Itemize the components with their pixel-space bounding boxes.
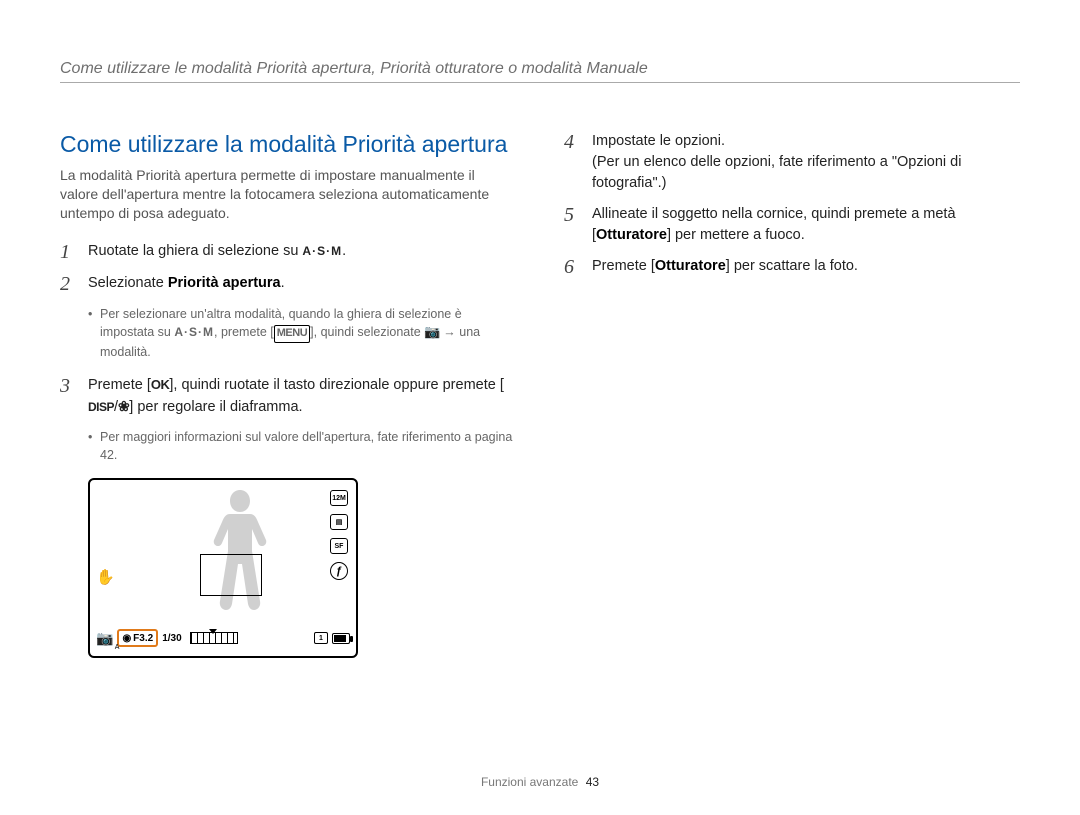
step-body: Premete [OK], quindi ruotate il tasto di… — [88, 375, 516, 418]
step-number: 5 — [564, 204, 582, 226]
mode-dial-asm-icon: A·S·M — [174, 324, 214, 341]
footer-page-number: 43 — [586, 775, 599, 789]
bold-term: Otturatore — [655, 258, 726, 274]
two-column-layout: Come utilizzare la modalità Priorità ape… — [60, 131, 1020, 658]
step-sub-bullets: Per selezionare un'altra modalità, quand… — [88, 305, 516, 361]
osd-ev-scale — [190, 632, 238, 644]
camera-mode-icon: 📷 — [424, 323, 440, 342]
osd-flash-icon: ƒ — [330, 562, 348, 580]
right-column: 4 Impostate le opzioni.(Per un elenco del… — [564, 131, 1020, 658]
step-sub-bullets: Per maggiori informazioni sul valore del… — [88, 428, 516, 464]
instruction-step: 2 Selezionate Priorità apertura. — [60, 273, 516, 295]
step-number: 4 — [564, 131, 582, 153]
osd-quality-icon: ▤ — [330, 514, 348, 530]
instruction-step: 4 Impostate le opzioni.(Per un elenco del… — [564, 131, 1020, 194]
instruction-step: 1 Ruotate la ghiera di selezione su A·S·M… — [60, 241, 516, 263]
osd-hand-icon: ✋ — [96, 568, 115, 586]
osd-shutter-value: 1/30 — [162, 633, 181, 644]
instruction-step: 5 Allineate il soggetto nella cornice, qu… — [564, 204, 1020, 246]
ok-button-icon: OK — [151, 376, 170, 395]
left-column: Come utilizzare la modalità Priorità ape… — [60, 131, 516, 658]
bold-term: Otturatore — [596, 227, 667, 243]
sub-bullet: Per maggiori informazioni sul valore del… — [88, 428, 516, 464]
step-number: 6 — [564, 256, 582, 278]
section-title: Come utilizzare la modalità Priorità ape… — [60, 131, 516, 158]
osd-bottom-strip: 📷 A ◉ F3.2 1/30 1 — [96, 628, 350, 648]
step-body: Impostate le opzioni.(Per un elenco dell… — [592, 131, 1020, 194]
osd-battery-icon — [332, 633, 350, 644]
menu-button-icon: MENU — [274, 325, 310, 343]
instruction-step: 3 Premete [OK], quindi ruotate il tasto d… — [60, 375, 516, 418]
page-footer: Funzioni avanzate 43 — [0, 775, 1080, 789]
osd-sf-icon: SF — [330, 538, 348, 554]
mode-dial-asm-icon: A·S·M — [302, 243, 342, 260]
osd-aperture-box: ◉ F3.2 — [117, 629, 158, 647]
camera-lcd-illustration: ✋ 12M ▤ SF ƒ 📷 A ◉ F3.2 1/30 — [88, 478, 358, 658]
step-number: 2 — [60, 273, 78, 295]
aperture-value: F3.2 — [133, 633, 153, 644]
running-header: Come utilizzare le modalità Priorità ape… — [60, 60, 1020, 83]
aperture-icon: ◉ — [122, 633, 131, 644]
step-body: Allineate il soggetto nella cornice, qui… — [592, 204, 1020, 246]
manual-page: Come utilizzare le modalità Priorità ape… — [0, 0, 1080, 815]
step-number: 1 — [60, 241, 78, 263]
osd-size-icon: 12M — [330, 490, 348, 506]
macro-flower-icon: ❀ — [118, 396, 129, 416]
osd-right-icon-column: 12M ▤ SF ƒ — [330, 490, 348, 580]
intro-paragraph: La modalità Priorità apertura permette d… — [60, 166, 516, 223]
step-number: 3 — [60, 375, 78, 397]
footer-section-label: Funzioni avanzate — [481, 775, 578, 789]
focus-rectangle — [200, 554, 262, 596]
sub-bullet: Per selezionare un'altra modalità, quand… — [88, 305, 516, 361]
step-body: Selezionate Priorità apertura. — [88, 273, 285, 294]
disp-button-icon: DISP — [88, 399, 114, 416]
camera-icon: 📷 — [96, 630, 113, 646]
bold-term: Priorità apertura — [168, 275, 281, 291]
step-body: Ruotate la ghiera di selezione su A·S·M. — [88, 241, 346, 262]
step-note: (Per un elenco delle opzioni, fate rifer… — [592, 154, 961, 191]
step-body: Premete [Otturatore] per scattare la fot… — [592, 256, 858, 277]
mode-sub-label: A — [115, 644, 120, 651]
osd-card-icon: 1 — [314, 632, 328, 644]
osd-mode-icon: 📷 A — [96, 630, 113, 647]
instruction-step: 6 Premete [Otturatore] per scattare la fo… — [564, 256, 1020, 278]
